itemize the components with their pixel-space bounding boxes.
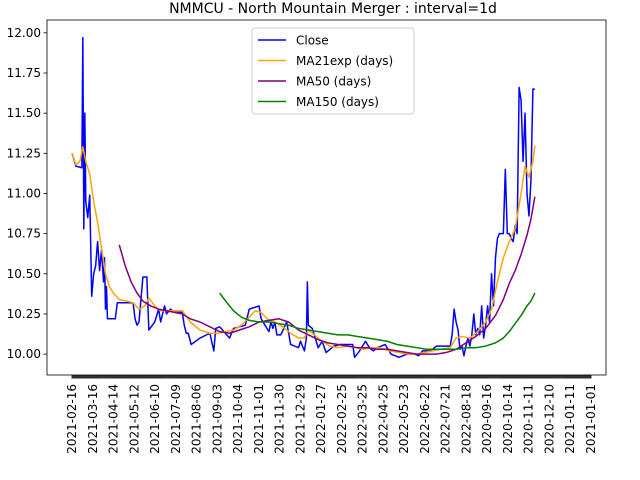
x-tick-label-16: 2022-05-23 (397, 384, 411, 454)
x-tick-marks (71, 375, 592, 379)
y-tick-label-6: 11.50 (7, 106, 41, 120)
x-tick-label-5: 2021-07-09 (169, 384, 183, 454)
legend: Close MA21exp (days) MA50 (days) MA150 (day… (251, 27, 415, 115)
x-tick-label-24: 2021-01-11 (563, 384, 577, 454)
x-tick-label-19: 2022-08-18 (459, 384, 473, 454)
y-tick-label-7: 11.75 (7, 66, 41, 80)
x-tick-label-25: 2021-01-01 (584, 384, 598, 454)
series-line-3 (219, 292, 536, 351)
x-tick-label-8: 2021-10-04 (231, 384, 245, 454)
y-tick-label-8: 12.00 (7, 26, 41, 40)
x-tick-label-23: 2020-12-10 (542, 384, 556, 454)
legend-label-3: MA150 (days) (296, 95, 379, 109)
x-tick-label-21: 2020-10-14 (501, 384, 515, 454)
x-tick-label-4: 2021-06-10 (148, 384, 162, 454)
x-tick-label-6: 2021-08-06 (190, 384, 204, 454)
x-tick-label-22: 2020-11-11 (522, 384, 536, 454)
y-tick-label-5: 11.25 (7, 146, 41, 160)
axes-frame (46, 19, 607, 376)
y-tick-label-1: 10.25 (7, 307, 41, 321)
legend-box (251, 27, 415, 115)
x-tick-label-2: 2021-04-14 (107, 384, 121, 454)
x-tick-label-17: 2022-06-22 (418, 384, 432, 454)
x-tick-label-13: 2022-02-25 (335, 384, 349, 454)
axes-layer: 10.00 10.25 10.50 10.75 11.00 11.25 11.50 11.75… (7, 19, 607, 454)
legend-label-0: Close (296, 34, 329, 48)
y-tick-label-4: 11.00 (7, 186, 41, 200)
series-line-1 (71, 145, 536, 355)
x-tick-label-0: 2021-02-16 (65, 384, 79, 454)
y-tick-label-2: 10.50 (7, 267, 41, 281)
chart-title: NMMCU - North Mountain Merger : interval… (169, 1, 497, 17)
series-line-2 (118, 196, 536, 355)
x-tick-label-9: 2021-11-01 (252, 384, 266, 454)
series-layer (71, 36, 536, 359)
legend-label-1: MA21exp (days) (296, 54, 393, 68)
x-tick-label-7: 2021-09-03 (210, 384, 224, 454)
x-tick-label-10: 2021-11-30 (273, 384, 287, 454)
legend-label-2: MA50 (days) (296, 75, 371, 89)
x-tick-label-15: 2022-04-25 (376, 384, 390, 454)
x-tick-label-20: 2020-09-16 (480, 384, 494, 454)
x-tick-label-1: 2021-03-16 (86, 384, 100, 454)
y-tick-label-3: 10.75 (7, 227, 41, 241)
x-tick-label-11: 2021-12-29 (293, 384, 307, 454)
x-tick-label-14: 2022-03-25 (356, 384, 370, 454)
x-tick-label-3: 2021-05-12 (127, 384, 141, 454)
y-tick-label-0: 10.00 (7, 347, 41, 361)
x-tick-label-12: 2022-01-27 (314, 384, 328, 454)
x-tick-label-18: 2022-07-21 (439, 384, 453, 454)
